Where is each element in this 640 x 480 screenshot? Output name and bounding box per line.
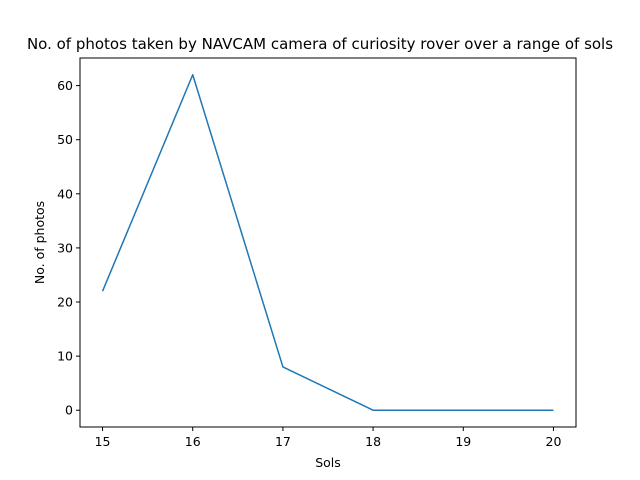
x-axis: 15 16 17 18 19 20 (95, 427, 562, 449)
y-tick-label: 40 (57, 186, 73, 201)
y-tick-label: 20 (57, 295, 73, 310)
y-tick-label: 30 (57, 240, 73, 255)
y-tick-label: 0 (65, 403, 73, 418)
x-tick-label: 19 (455, 434, 471, 449)
x-axis-label: Sols (315, 455, 341, 470)
x-tick-label: 15 (95, 434, 111, 449)
y-tick-label: 10 (57, 349, 73, 364)
series-line (101, 74, 554, 411)
x-tick-label: 18 (365, 434, 381, 449)
chart-title: No. of photos taken by NAVCAM camera of … (27, 35, 613, 53)
plot-area-frame (79, 57, 577, 428)
series-layer (101, 74, 554, 411)
x-tick-label: 20 (546, 434, 562, 449)
y-axis-label: No. of photos (32, 201, 47, 284)
y-axis: 0 10 20 30 40 50 60 (57, 78, 80, 418)
y-tick-label: 50 (57, 132, 73, 147)
y-tick-label: 60 (57, 78, 73, 93)
x-tick-label: 16 (185, 434, 201, 449)
x-tick-label: 17 (275, 434, 291, 449)
